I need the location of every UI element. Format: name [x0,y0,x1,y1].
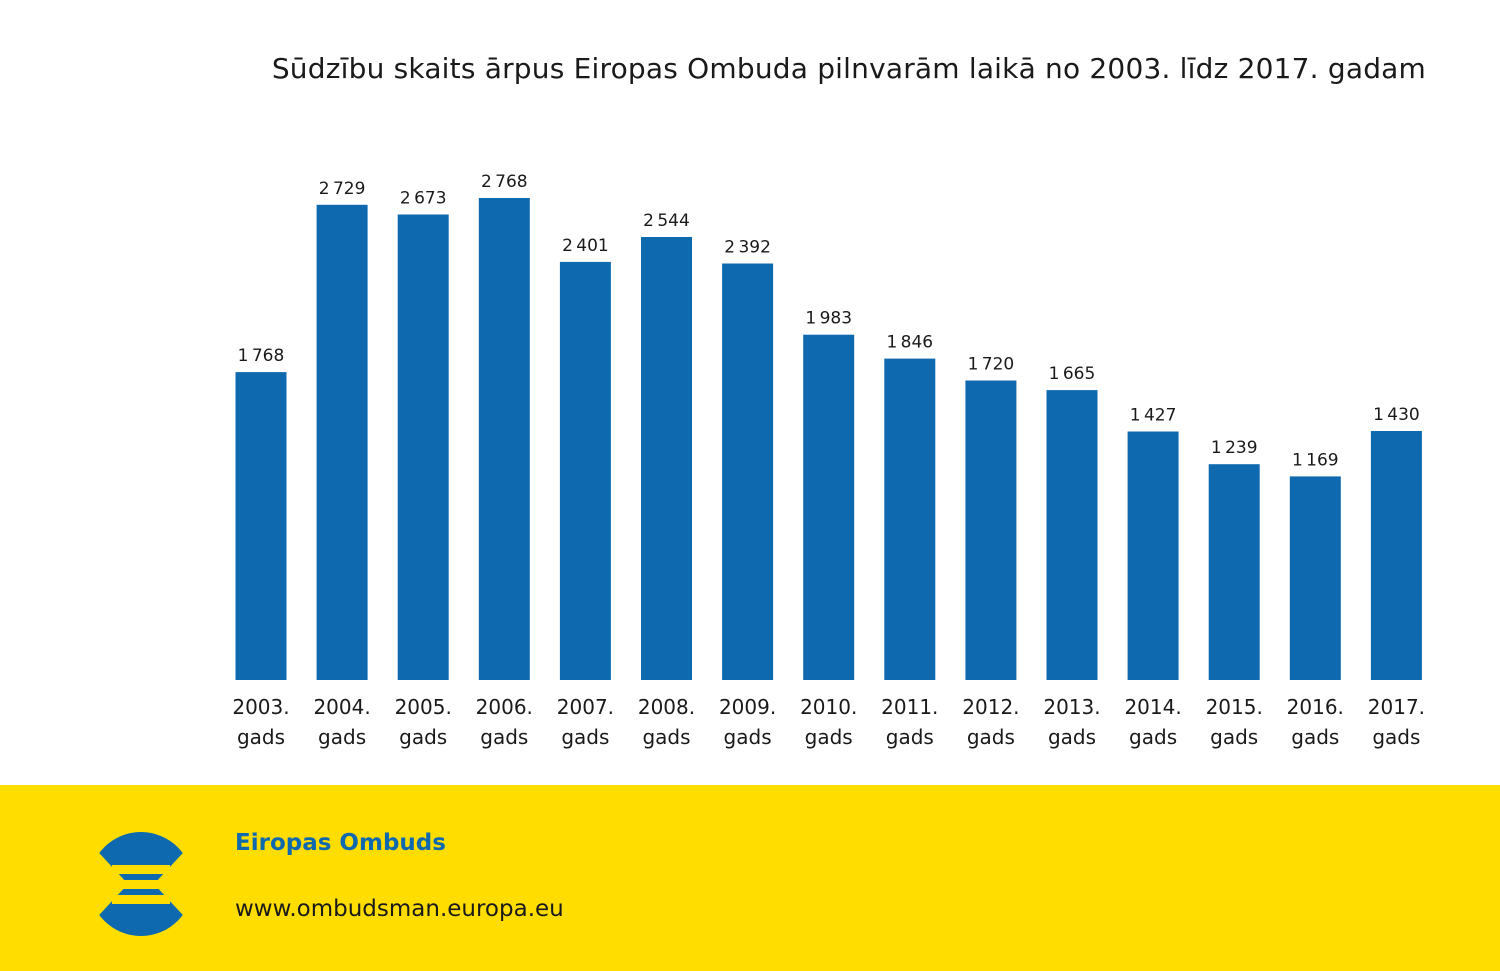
bar-chart: 1 768 2003. gads 2 729 2004. gads 2 673 2005. ga… [232,172,1425,749]
x-tick-label: gads [1210,725,1258,749]
bar [316,204,368,681]
data-label: 2 729 [319,179,366,199]
x-tick-label: 2013. [1043,695,1100,719]
data-label: 2 401 [562,236,609,256]
x-tick-label: gads [1291,725,1339,749]
x-tick-label: 2009. [719,695,776,719]
data-label: 1 665 [1049,364,1096,384]
data-label: 2 673 [400,189,447,209]
x-tick-label: gads [318,725,366,749]
data-label: 1 720 [968,355,1015,375]
x-tick-label: gads [886,725,934,749]
x-tick-label: gads [399,725,447,749]
organization-name: Eiropas Ombuds [235,830,446,856]
x-tick-label: gads [1129,725,1177,749]
data-label: 1 846 [886,333,933,353]
x-tick-label: 2014. [1124,695,1181,719]
european-ombudsman-logo-icon [88,832,194,936]
x-tick-label: gads [480,725,528,749]
bar [803,334,855,680]
data-label: 2 392 [724,238,771,258]
bar [965,380,1017,680]
x-tick-label: 2008. [638,695,695,719]
bar [397,214,449,680]
x-tick-label: gads [1372,725,1420,749]
bar [1370,431,1422,680]
x-tick-label: 2006. [476,695,533,719]
x-tick-label: 2004. [313,695,370,719]
bar [1046,390,1098,680]
x-tick-label: gads [561,725,609,749]
x-tick-label: 2015. [1206,695,1263,719]
data-label: 1 983 [805,309,852,329]
data-label: 1 768 [238,346,285,366]
data-label: 1 430 [1373,405,1420,425]
organization-url[interactable]: www.ombudsman.europa.eu [235,896,564,922]
bar [1208,464,1260,680]
data-label: 2 768 [481,172,528,192]
bar [884,358,936,680]
x-tick-label: gads [967,725,1015,749]
x-tick-label: 2007. [557,695,614,719]
footer: Eiropas Ombuds www.ombudsman.europa.eu [0,785,1500,971]
x-tick-label: 2012. [962,695,1019,719]
data-label: 1 169 [1292,450,1339,470]
data-label: 1 427 [1130,406,1177,426]
x-tick-label: 2005. [395,695,452,719]
bar [1289,476,1341,680]
x-tick-label: 2016. [1287,695,1344,719]
x-tick-label: gads [1048,725,1096,749]
x-tick-label: gads [642,725,690,749]
bar [235,372,287,680]
chart-area: Sūdzību skaits ārpus Eiropas Ombuda piln… [232,52,1426,749]
data-label: 2 544 [643,211,690,231]
x-tick-label: gads [724,725,772,749]
bar [641,237,692,680]
bar [478,198,530,680]
bar [1127,431,1179,680]
bar [722,263,774,680]
x-tick-label: 2003. [232,695,289,719]
x-tick-label: 2011. [881,695,938,719]
x-tick-label: gads [237,725,285,749]
x-tick-label: gads [805,725,853,749]
bar [559,261,611,680]
chart-title: Sūdzību skaits ārpus Eiropas Ombuda piln… [271,52,1426,85]
x-tick-label: 2017. [1368,695,1425,719]
data-label: 1 239 [1211,438,1258,458]
x-tick-label: 2010. [800,695,857,719]
